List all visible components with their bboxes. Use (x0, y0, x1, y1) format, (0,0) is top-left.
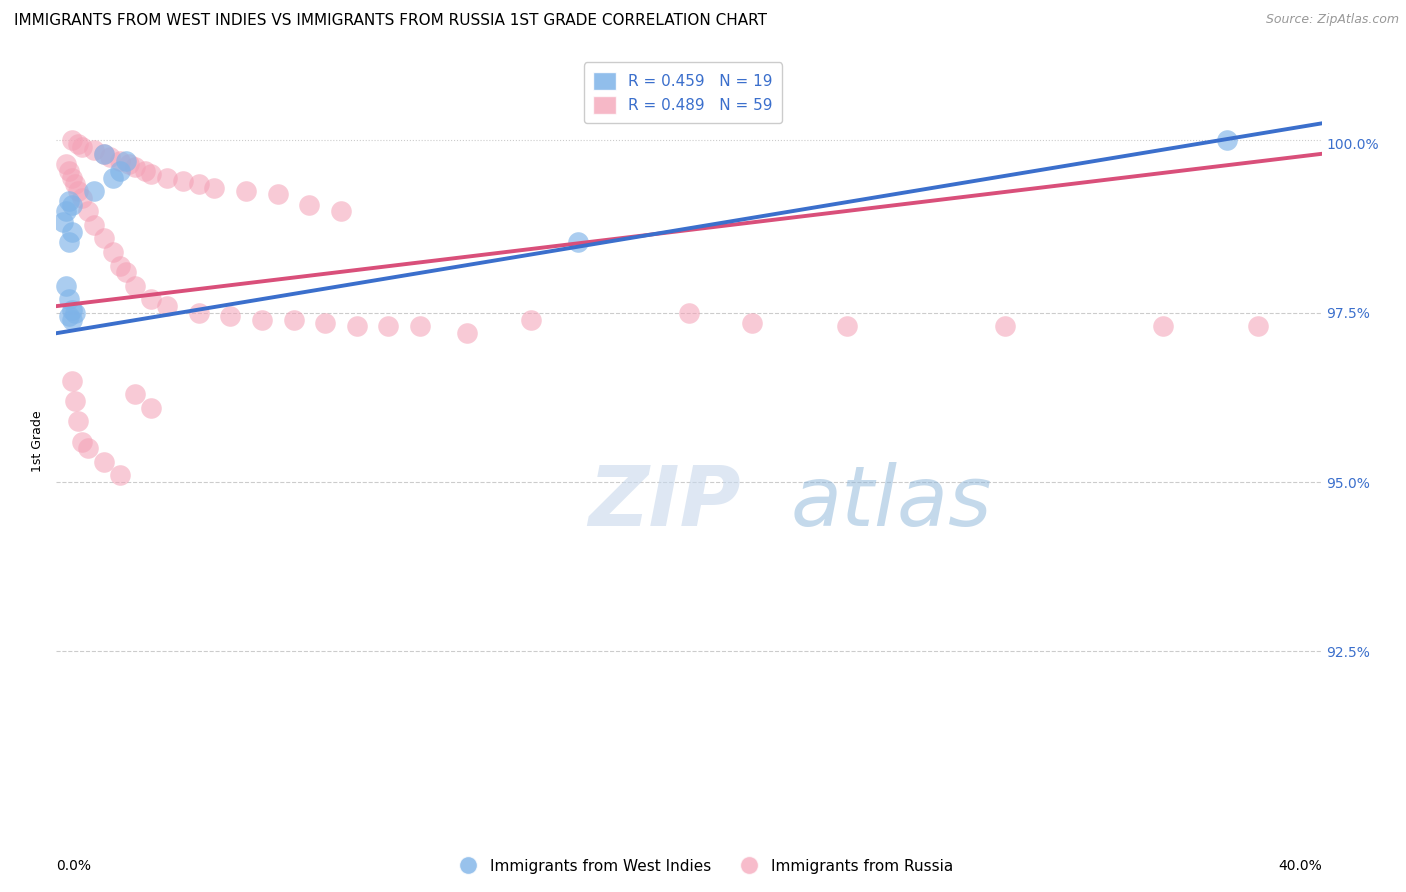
Point (1247, 319, 1270, 334)
Point (141, 167, 163, 181)
Point (70, 434, 93, 449)
Point (156, 170, 179, 185)
Point (65, 306, 87, 320)
Point (283, 312, 305, 326)
Point (93, 231, 115, 245)
Point (60, 197, 83, 211)
Point (235, 184, 257, 198)
Point (58, 235, 80, 249)
Point (124, 387, 146, 401)
Point (994, 319, 1017, 334)
Point (60, 225, 83, 239)
Legend: Immigrants from West Indies, Immigrants from Russia: Immigrants from West Indies, Immigrants … (447, 853, 959, 880)
Point (172, 174, 194, 188)
Point (377, 319, 399, 334)
Point (678, 306, 700, 320)
Point (55, 278, 77, 293)
Point (187, 306, 209, 320)
Text: Source: ZipAtlas.com: Source: ZipAtlas.com (1265, 13, 1399, 27)
Legend: R = 0.459   N = 19, R = 0.489   N = 59: R = 0.459 N = 19, R = 0.489 N = 59 (583, 62, 782, 123)
Point (67, 414, 90, 428)
Point (70, 140, 93, 154)
Point (141, 293, 163, 307)
Point (103, 244, 124, 259)
Point (118, 157, 141, 171)
Point (114, 153, 138, 168)
Point (124, 278, 146, 293)
Point (70, 191, 93, 205)
Point (409, 319, 432, 334)
Point (567, 235, 589, 249)
Text: IMMIGRANTS FROM WEST INDIES VS IMMIGRANTS FROM RUSSIA 1ST GRADE CORRELATION CHAR: IMMIGRANTS FROM WEST INDIES VS IMMIGRANT… (14, 13, 768, 29)
Point (141, 401, 163, 415)
Point (60, 302, 83, 317)
Text: atlas: atlas (790, 462, 991, 542)
Point (58, 194, 80, 209)
Point (67, 136, 90, 151)
Point (456, 326, 478, 341)
Point (298, 197, 321, 211)
Point (108, 163, 131, 178)
Point (114, 265, 138, 279)
Point (267, 187, 290, 202)
Point (83, 218, 105, 232)
Point (55, 157, 77, 171)
Point (93, 146, 115, 161)
Point (65, 393, 87, 408)
Point (108, 468, 131, 483)
Point (83, 144, 105, 158)
Text: ZIP: ZIP (588, 462, 741, 542)
Text: 0.0%: 0.0% (56, 858, 91, 872)
Point (52, 214, 75, 228)
Point (76, 442, 98, 456)
Point (55, 204, 77, 219)
Point (1215, 133, 1237, 147)
Point (60, 133, 83, 147)
Point (98, 150, 121, 164)
Point (93, 455, 115, 469)
Point (67, 184, 90, 198)
Point (60, 374, 83, 388)
Point (103, 170, 124, 185)
Point (741, 316, 763, 330)
Point (108, 153, 131, 168)
Point (58, 163, 80, 178)
Point (329, 204, 352, 219)
Point (124, 161, 146, 175)
Point (83, 184, 105, 198)
Point (76, 204, 98, 219)
Point (108, 259, 131, 273)
Y-axis label: 1st Grade: 1st Grade (31, 410, 45, 473)
Point (346, 319, 368, 334)
Point (250, 312, 273, 326)
Point (60, 170, 83, 185)
Point (202, 180, 225, 194)
Point (1153, 319, 1175, 334)
Point (314, 316, 336, 330)
Point (58, 293, 80, 307)
Point (60, 312, 83, 326)
Point (134, 163, 156, 178)
Point (156, 299, 179, 313)
Point (520, 312, 543, 326)
Text: 40.0%: 40.0% (1278, 858, 1322, 872)
Point (187, 178, 209, 192)
Point (65, 178, 87, 192)
Point (58, 310, 80, 324)
Point (93, 146, 115, 161)
Point (219, 310, 242, 324)
Point (835, 319, 858, 334)
